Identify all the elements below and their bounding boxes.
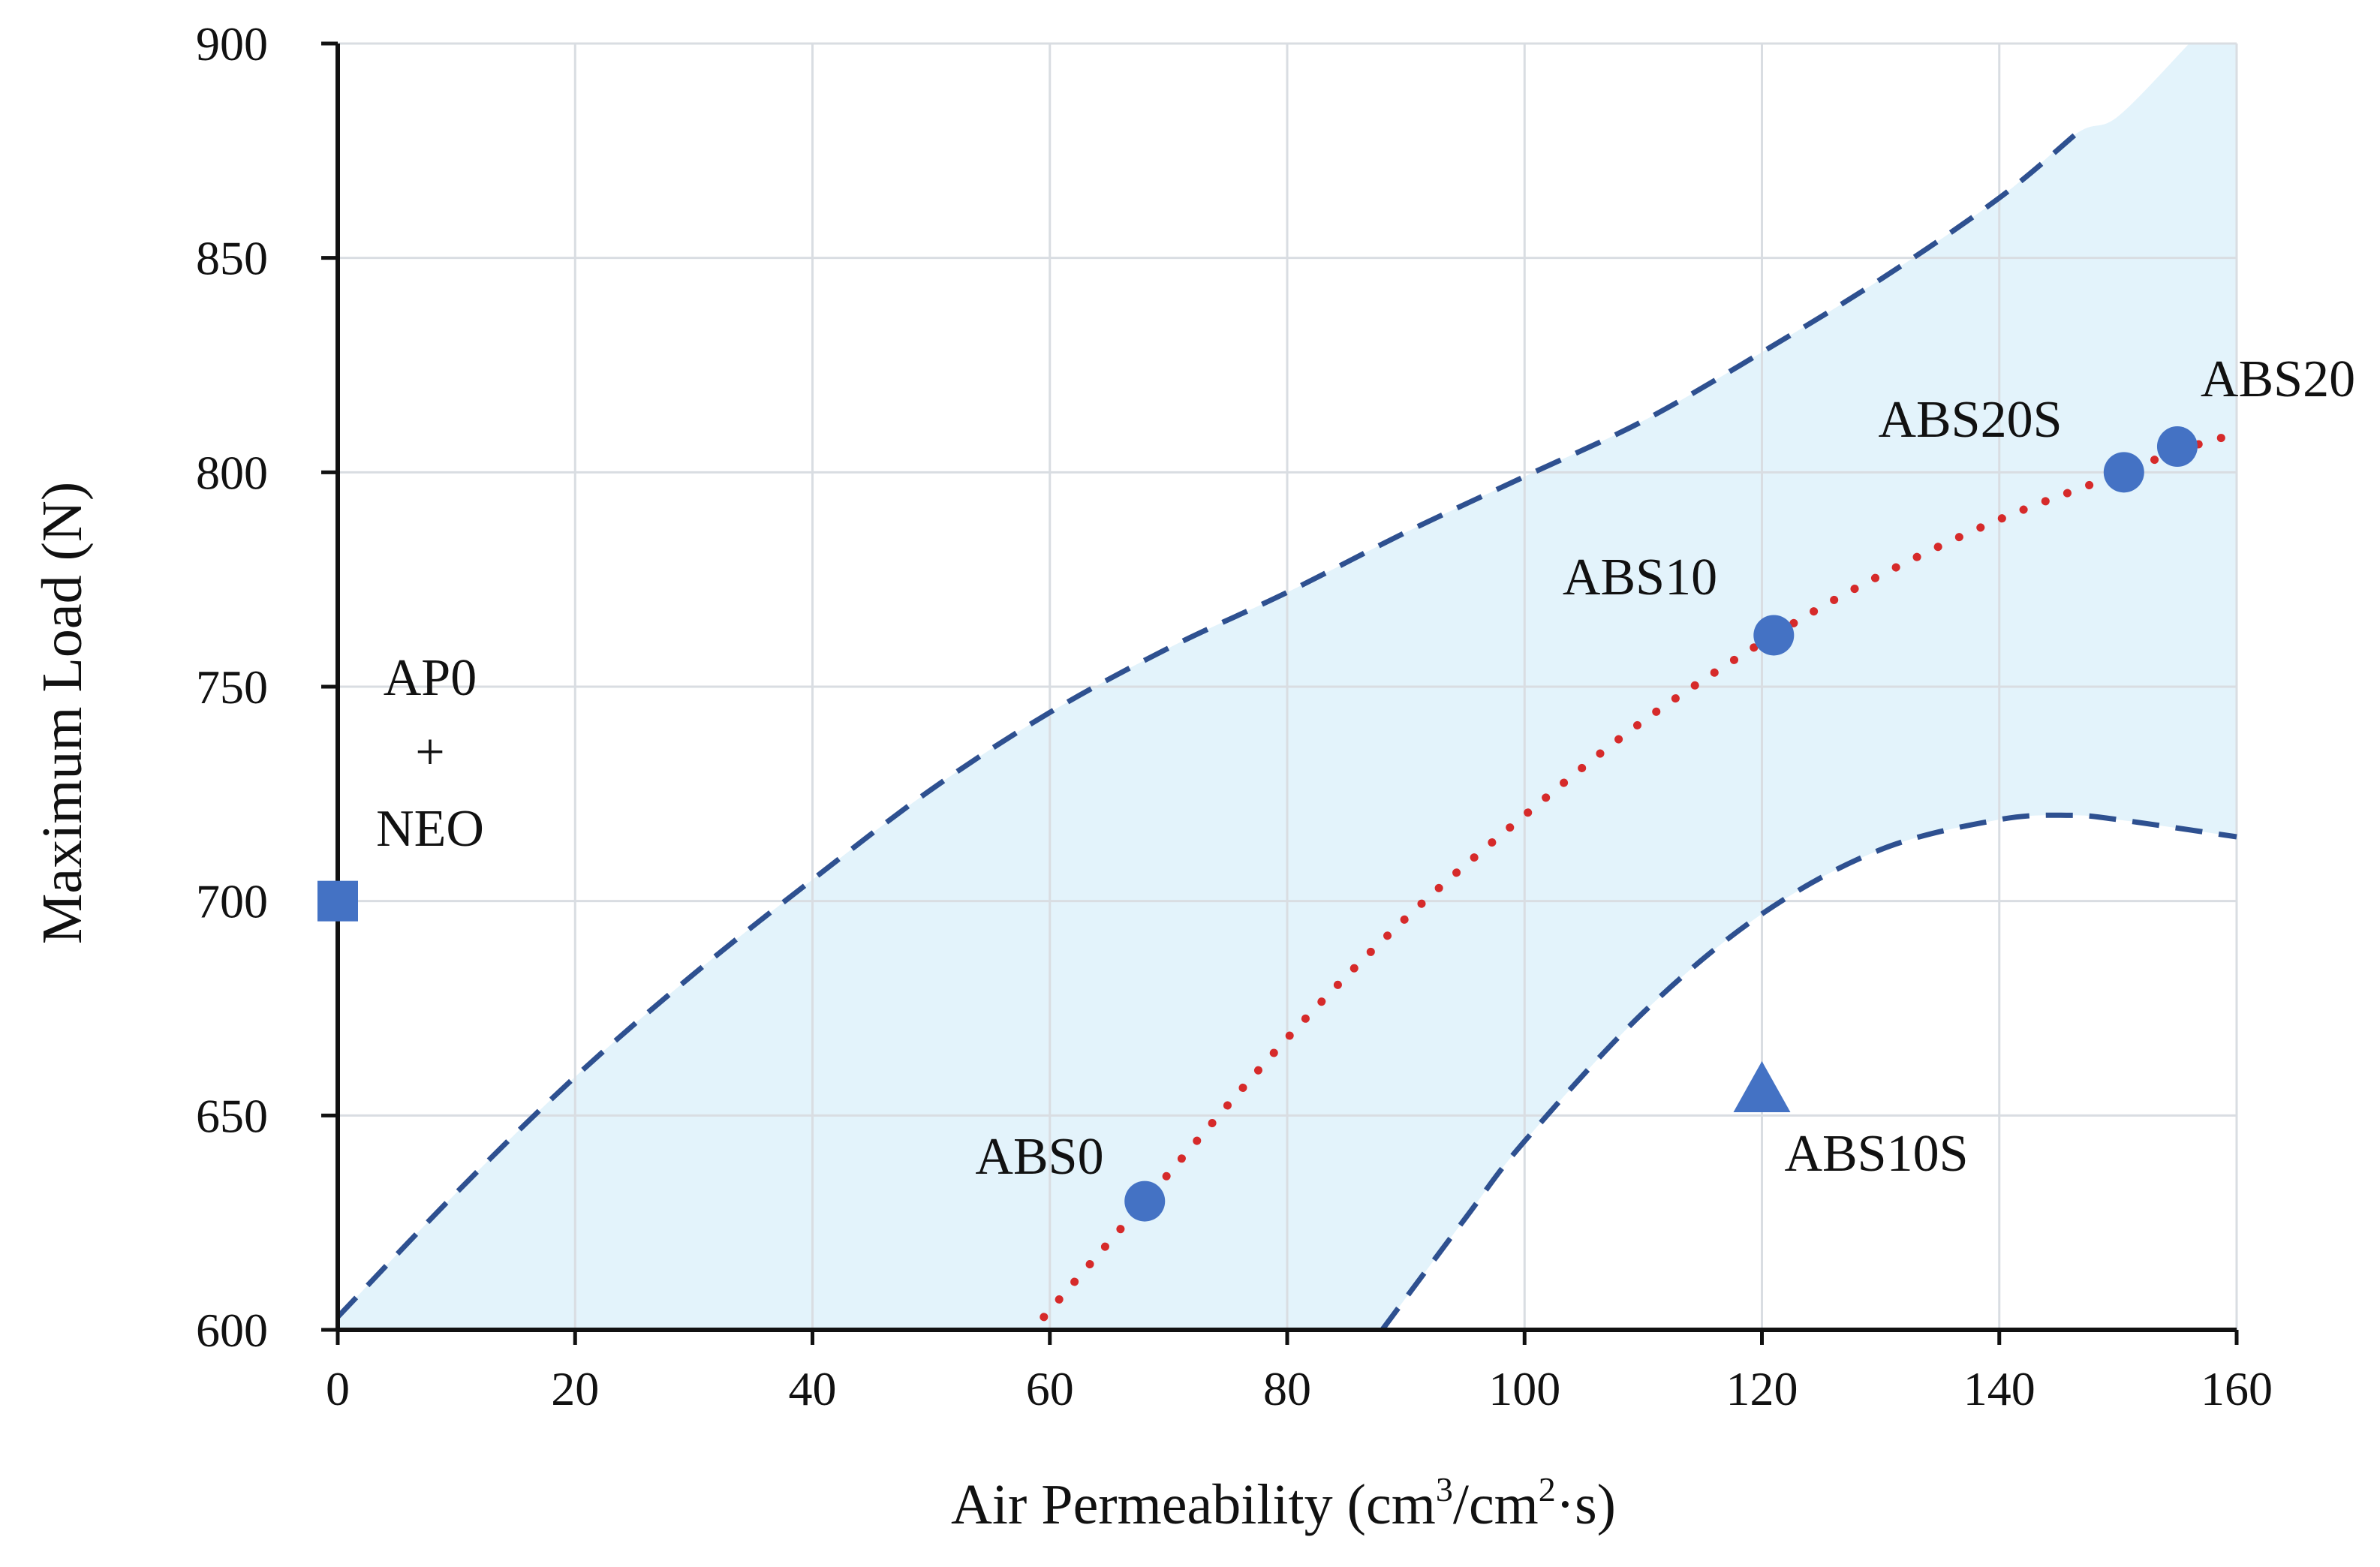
annotations: ABS0 ABS10 ABS20S ABS20 ABS10S AP0 + NEO — [376, 350, 2355, 1186]
label-ap0-line2: + — [415, 723, 444, 781]
point-abs20 — [2156, 426, 2198, 468]
x-axis-title: Air Permeability (cm3/cm2·s) — [951, 1470, 1616, 1536]
y-tick-label-2: 700 — [196, 875, 268, 928]
y-tick-label-3: 750 — [196, 660, 268, 714]
y-tick-label-1: 650 — [196, 1089, 268, 1142]
label-abs10s: ABS10S — [1784, 1125, 1968, 1183]
label-ap0-line3: NEO — [376, 800, 484, 858]
data-points — [317, 426, 2198, 1222]
point-abs20s — [2103, 452, 2144, 493]
y-tick-label-6: 900 — [196, 17, 268, 71]
x-tick-label-5: 100 — [1488, 1362, 1560, 1415]
x-axis-title-main: Air Permeability (cm — [951, 1473, 1436, 1536]
y-tick-label-5: 850 — [196, 232, 268, 285]
x-tick-label-4: 80 — [1263, 1362, 1311, 1415]
point-ap0-neo — [317, 880, 358, 922]
label-ap0-line1: AP0 — [384, 649, 477, 707]
point-abs10s — [1733, 1061, 1791, 1113]
x-axis-title-sup-3: 3 — [1436, 1470, 1453, 1508]
tick-labels: 600 650 700 750 800 850 900 0 20 40 60 80 100 120 140 1… — [196, 17, 2273, 1415]
y-tick-label-4: 800 — [196, 446, 268, 499]
label-abs20s: ABS20S — [1878, 391, 2062, 449]
confidence-lower-line — [1380, 812, 2237, 1332]
x-tick-label-3: 60 — [1026, 1362, 1074, 1415]
label-abs10: ABS10 — [1563, 549, 1717, 606]
x-tick-label-0: 0 — [326, 1362, 350, 1415]
x-tick-label-6: 120 — [1726, 1362, 1798, 1415]
confidence-upper-line — [335, 131, 2078, 1319]
x-tick-label-1: 20 — [551, 1362, 599, 1415]
x-tick-label-8: 160 — [2201, 1362, 2273, 1415]
x-axis-title-tail: ·s) — [1556, 1473, 1616, 1536]
x-tick-label-2: 40 — [789, 1362, 837, 1415]
curves — [335, 131, 2241, 1332]
label-abs0: ABS0 — [975, 1128, 1103, 1186]
point-abs10 — [1753, 615, 1795, 656]
label-abs20: ABS20 — [2201, 350, 2355, 408]
point-abs0 — [1124, 1181, 1166, 1222]
y-tick-label-0: 600 — [196, 1304, 268, 1357]
axes — [321, 41, 2239, 1345]
y-axis-title: Maximum Load (N) — [31, 482, 94, 944]
x-tick-label-7: 140 — [1963, 1362, 2035, 1415]
x-axis-title-mid: /cm — [1453, 1473, 1539, 1536]
x-axis-title-sup-2: 2 — [1539, 1470, 1556, 1508]
